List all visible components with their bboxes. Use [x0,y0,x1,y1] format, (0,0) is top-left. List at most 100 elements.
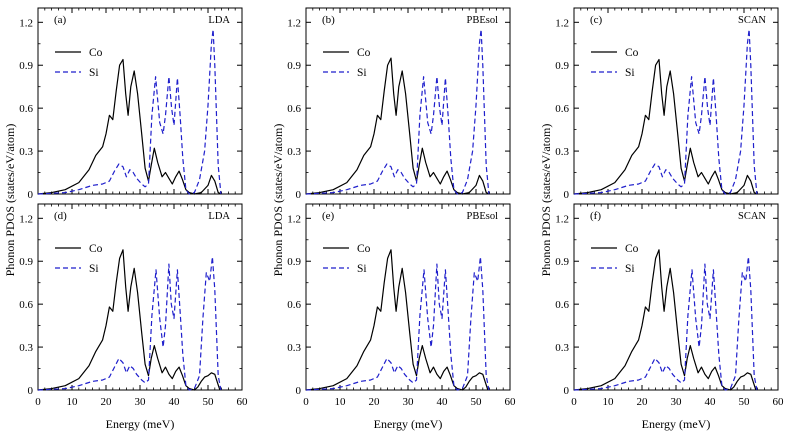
legend-label-co: Co [89,243,103,255]
series-line-si [573,256,758,391]
plot-frame [37,203,243,391]
y-tick-label: 0.3 [287,146,301,158]
series-line-si [573,28,758,195]
method-label: SCAN [738,211,766,222]
series-line-si [305,28,490,195]
y-tick-label: 0 [296,189,302,201]
x-tick-label: 20 [637,396,649,408]
x-tick-label: 60 [773,396,785,408]
panel-label: (b) [322,14,335,26]
y-tick-label: 1.2 [555,213,569,225]
x-tick-label: 0 [571,396,577,408]
legend-label-si: Si [357,67,367,79]
y-tick-label: 1.2 [287,213,301,225]
y-tick-label: 0.9 [19,60,33,72]
panel-c: 0 0.3 0.6 0.9 1.2 (c) SCAN Co Si [555,7,779,201]
y-tick-label: 0.6 [287,299,301,311]
y-tick-label: 0.6 [555,299,569,311]
panel-label: (a) [54,14,67,26]
series-line-co [573,249,757,391]
y-tick-label: 1.2 [287,17,301,29]
x-tick-label: 30 [403,396,415,408]
x-tick-label: 20 [101,396,113,408]
legend-label-si: Si [625,263,635,275]
panel-a: 0 0.3 0.6 0.9 1.2 (a) LDA Co Si [19,7,243,201]
y-tick-label: 0.3 [19,342,33,354]
method-label: LDA [208,211,230,222]
y-tick-label: 0.6 [19,103,33,115]
panel-label: (c) [590,14,603,26]
panel-f: 0 10 20 30 40 50 60 0 0.3 0.6 0.9 1.2 (f) SCAN Co Si [555,203,785,408]
legend-label-co: Co [89,47,103,59]
series-line-co [37,249,221,391]
y-tick-label: 0 [28,385,34,397]
x-tick-label: 50 [471,396,483,408]
x-axis-title: Energy (meV) [106,417,175,431]
series-line-si [305,256,490,391]
method-label: PBEsol [466,15,498,26]
series-line-co [305,57,490,195]
x-tick-label: 50 [739,396,751,408]
x-tick-label: 20 [369,396,381,408]
x-tick-label: 30 [671,396,683,408]
series-line-co [305,249,489,391]
series-line-si [37,256,222,391]
legend-label-co: Co [625,243,639,255]
y-tick-label: 0.9 [287,60,301,72]
panel-b: 0 0.3 0.6 0.9 1.2 (b) PBEsol Co Si [287,7,511,201]
series-line-co [37,58,222,195]
plot-frame [573,7,779,195]
x-tick-label: 10 [335,396,347,408]
x-tick-label: 60 [237,396,249,408]
y-tick-label: 0.3 [555,342,569,354]
x-tick-label: 40 [169,396,181,408]
legend-label-si: Si [357,263,367,275]
y-tick-label: 0.6 [19,299,33,311]
y-tick-label: 0.9 [555,60,569,72]
y-tick-label: 1.2 [555,17,569,29]
legend-label-si: Si [625,67,635,79]
y-tick-label: 0 [564,385,570,397]
y-tick-label: 0.9 [19,256,33,268]
plot-frame [305,203,511,391]
y-tick-label: 0 [564,189,570,201]
panel-e: 0 10 20 30 40 50 60 0 0.3 0.6 0.9 1.2 (e) PBEsol Co Si [287,203,517,408]
plot-frame [305,7,511,195]
x-tick-label: 40 [437,396,449,408]
y-tick-label: 0.3 [555,146,569,158]
plot-frame [573,203,779,391]
x-tick-label: 60 [505,396,517,408]
legend-label-si: Si [89,263,99,275]
y-tick-label: 1.2 [19,213,33,225]
x-tick-label: 40 [705,396,717,408]
y-tick-label: 0.6 [287,103,301,115]
y-axis-title: Phonon PDOS (states/eV/atom) [271,124,285,277]
method-label: PBEsol [466,211,498,222]
method-label: LDA [208,15,230,26]
x-tick-label: 10 [603,396,615,408]
panel-label: (f) [590,210,601,222]
panel-label: (d) [54,210,67,222]
legend-label-co: Co [357,47,371,59]
x-tick-label: 30 [135,396,147,408]
y-tick-label: 0.3 [19,146,33,158]
y-axis-title: Phonon PDOS (states/eV/atom) [539,124,553,277]
x-axis-title: Energy (meV) [374,417,443,431]
y-tick-label: 0.9 [287,256,301,268]
x-axis-title: Energy (meV) [642,417,711,431]
y-tick-label: 0 [296,385,302,397]
y-tick-label: 0 [28,189,34,201]
panel-d: 0 10 20 30 40 50 60 0 0.3 0.6 0.9 1.2 (d) LDA Co Si [19,203,249,408]
x-tick-label: 10 [67,396,79,408]
y-tick-label: 1.2 [19,17,33,29]
plot-frame [37,7,243,195]
x-tick-label: 0 [303,396,309,408]
x-tick-label: 0 [35,396,41,408]
y-axis-title: Phonon PDOS (states/eV/atom) [3,124,17,277]
legend-label-co: Co [357,243,371,255]
y-tick-label: 0.6 [555,103,569,115]
series-line-co [573,58,758,195]
series-line-si [37,28,222,195]
y-tick-label: 0.3 [287,342,301,354]
